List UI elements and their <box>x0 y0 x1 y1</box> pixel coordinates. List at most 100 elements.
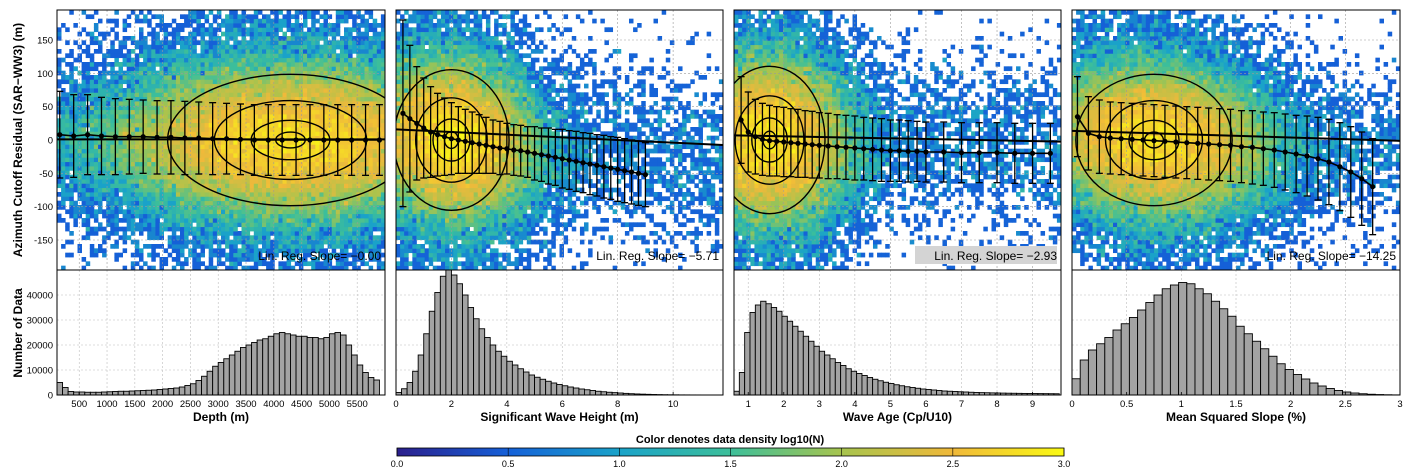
density-cell <box>344 200 349 206</box>
density-cell <box>216 140 222 145</box>
density-cell <box>481 222 487 228</box>
histogram-bar <box>356 364 364 396</box>
density-cell <box>122 140 128 145</box>
density-cell <box>445 235 450 241</box>
density-cell <box>225 231 230 236</box>
density-cell <box>303 40 308 46</box>
density-cell <box>184 109 189 115</box>
density-cell <box>372 114 378 119</box>
density-cell <box>270 10 275 15</box>
density-cell <box>93 226 99 232</box>
density-cell <box>522 231 528 236</box>
density-cell <box>77 122 82 128</box>
density-cell <box>85 196 91 202</box>
density-cell <box>89 53 95 59</box>
density-cell <box>159 18 164 24</box>
density-cell <box>311 53 316 59</box>
density-cell <box>490 257 495 262</box>
density-cell <box>196 205 201 210</box>
density-cell <box>339 157 345 163</box>
density-cell <box>360 101 365 106</box>
density-cell <box>245 14 251 20</box>
density-cell <box>81 183 87 189</box>
density-cell <box>344 83 349 89</box>
density-cell <box>376 179 382 184</box>
density-cell <box>294 101 300 106</box>
density-cell <box>408 248 413 254</box>
density-cell <box>143 92 148 98</box>
density-cell <box>102 131 107 137</box>
density-cell <box>122 27 128 33</box>
density-cell <box>139 148 144 154</box>
density-cell <box>93 127 99 132</box>
density-cell <box>404 257 409 262</box>
density-cell <box>380 157 385 163</box>
density-cell <box>534 218 540 223</box>
density-cell <box>126 14 132 20</box>
density-cell <box>147 179 152 184</box>
density-cell <box>311 148 316 154</box>
density-cell <box>661 222 667 228</box>
density-cell <box>233 105 238 111</box>
density-cell <box>196 92 201 98</box>
density-cell <box>249 66 255 72</box>
density-cell <box>294 96 300 102</box>
density-cell <box>98 153 103 158</box>
density-cell <box>253 31 259 37</box>
density-cell <box>352 200 357 206</box>
density-cell <box>69 118 74 124</box>
density-cell <box>282 114 287 119</box>
density-cell <box>77 166 82 171</box>
density-cell <box>196 10 201 15</box>
density-cell <box>69 114 74 119</box>
density-cell <box>171 148 177 154</box>
density-cell <box>331 231 337 236</box>
density-cell <box>143 109 148 115</box>
density-cell <box>290 14 296 20</box>
density-cell <box>204 265 210 270</box>
density-cell <box>139 200 144 206</box>
density-cell <box>327 161 333 167</box>
density-cell <box>356 153 361 158</box>
density-cell <box>212 49 218 54</box>
density-cell <box>122 248 128 254</box>
density-cell <box>404 244 409 249</box>
density-cell <box>196 31 201 37</box>
density-cell <box>364 122 369 128</box>
density-cell <box>253 44 259 50</box>
density-cell <box>229 170 234 176</box>
count-tick-label: 40000 <box>27 291 53 302</box>
density-cell <box>436 235 442 241</box>
density-cell <box>404 226 409 232</box>
density-cell <box>134 161 140 167</box>
density-cell <box>298 261 304 267</box>
density-cell <box>85 53 91 59</box>
density-cell <box>93 105 99 111</box>
density-cell <box>270 213 275 219</box>
density-cell <box>147 44 152 50</box>
density-cell <box>274 23 279 28</box>
density-cell <box>323 261 328 267</box>
density-cell <box>469 222 475 228</box>
density-cell <box>147 23 152 28</box>
density-cell <box>81 218 87 223</box>
density-cell <box>559 222 564 228</box>
density-cell <box>294 105 300 111</box>
density-cell <box>167 118 173 124</box>
density-cell <box>453 222 458 228</box>
density-cell <box>155 92 160 98</box>
density-cell <box>192 101 197 106</box>
density-cell <box>151 36 156 41</box>
density-cell <box>539 239 544 245</box>
density-cell <box>690 231 695 236</box>
density-cell <box>352 114 357 119</box>
density-cell <box>298 66 304 72</box>
density-cell <box>163 218 169 223</box>
density-cell <box>368 252 374 258</box>
density-cell <box>327 62 333 67</box>
density-cell <box>196 213 201 219</box>
density-cell <box>241 200 246 206</box>
density-cell <box>290 153 296 158</box>
density-cell <box>327 27 333 33</box>
density-cell <box>114 157 119 163</box>
